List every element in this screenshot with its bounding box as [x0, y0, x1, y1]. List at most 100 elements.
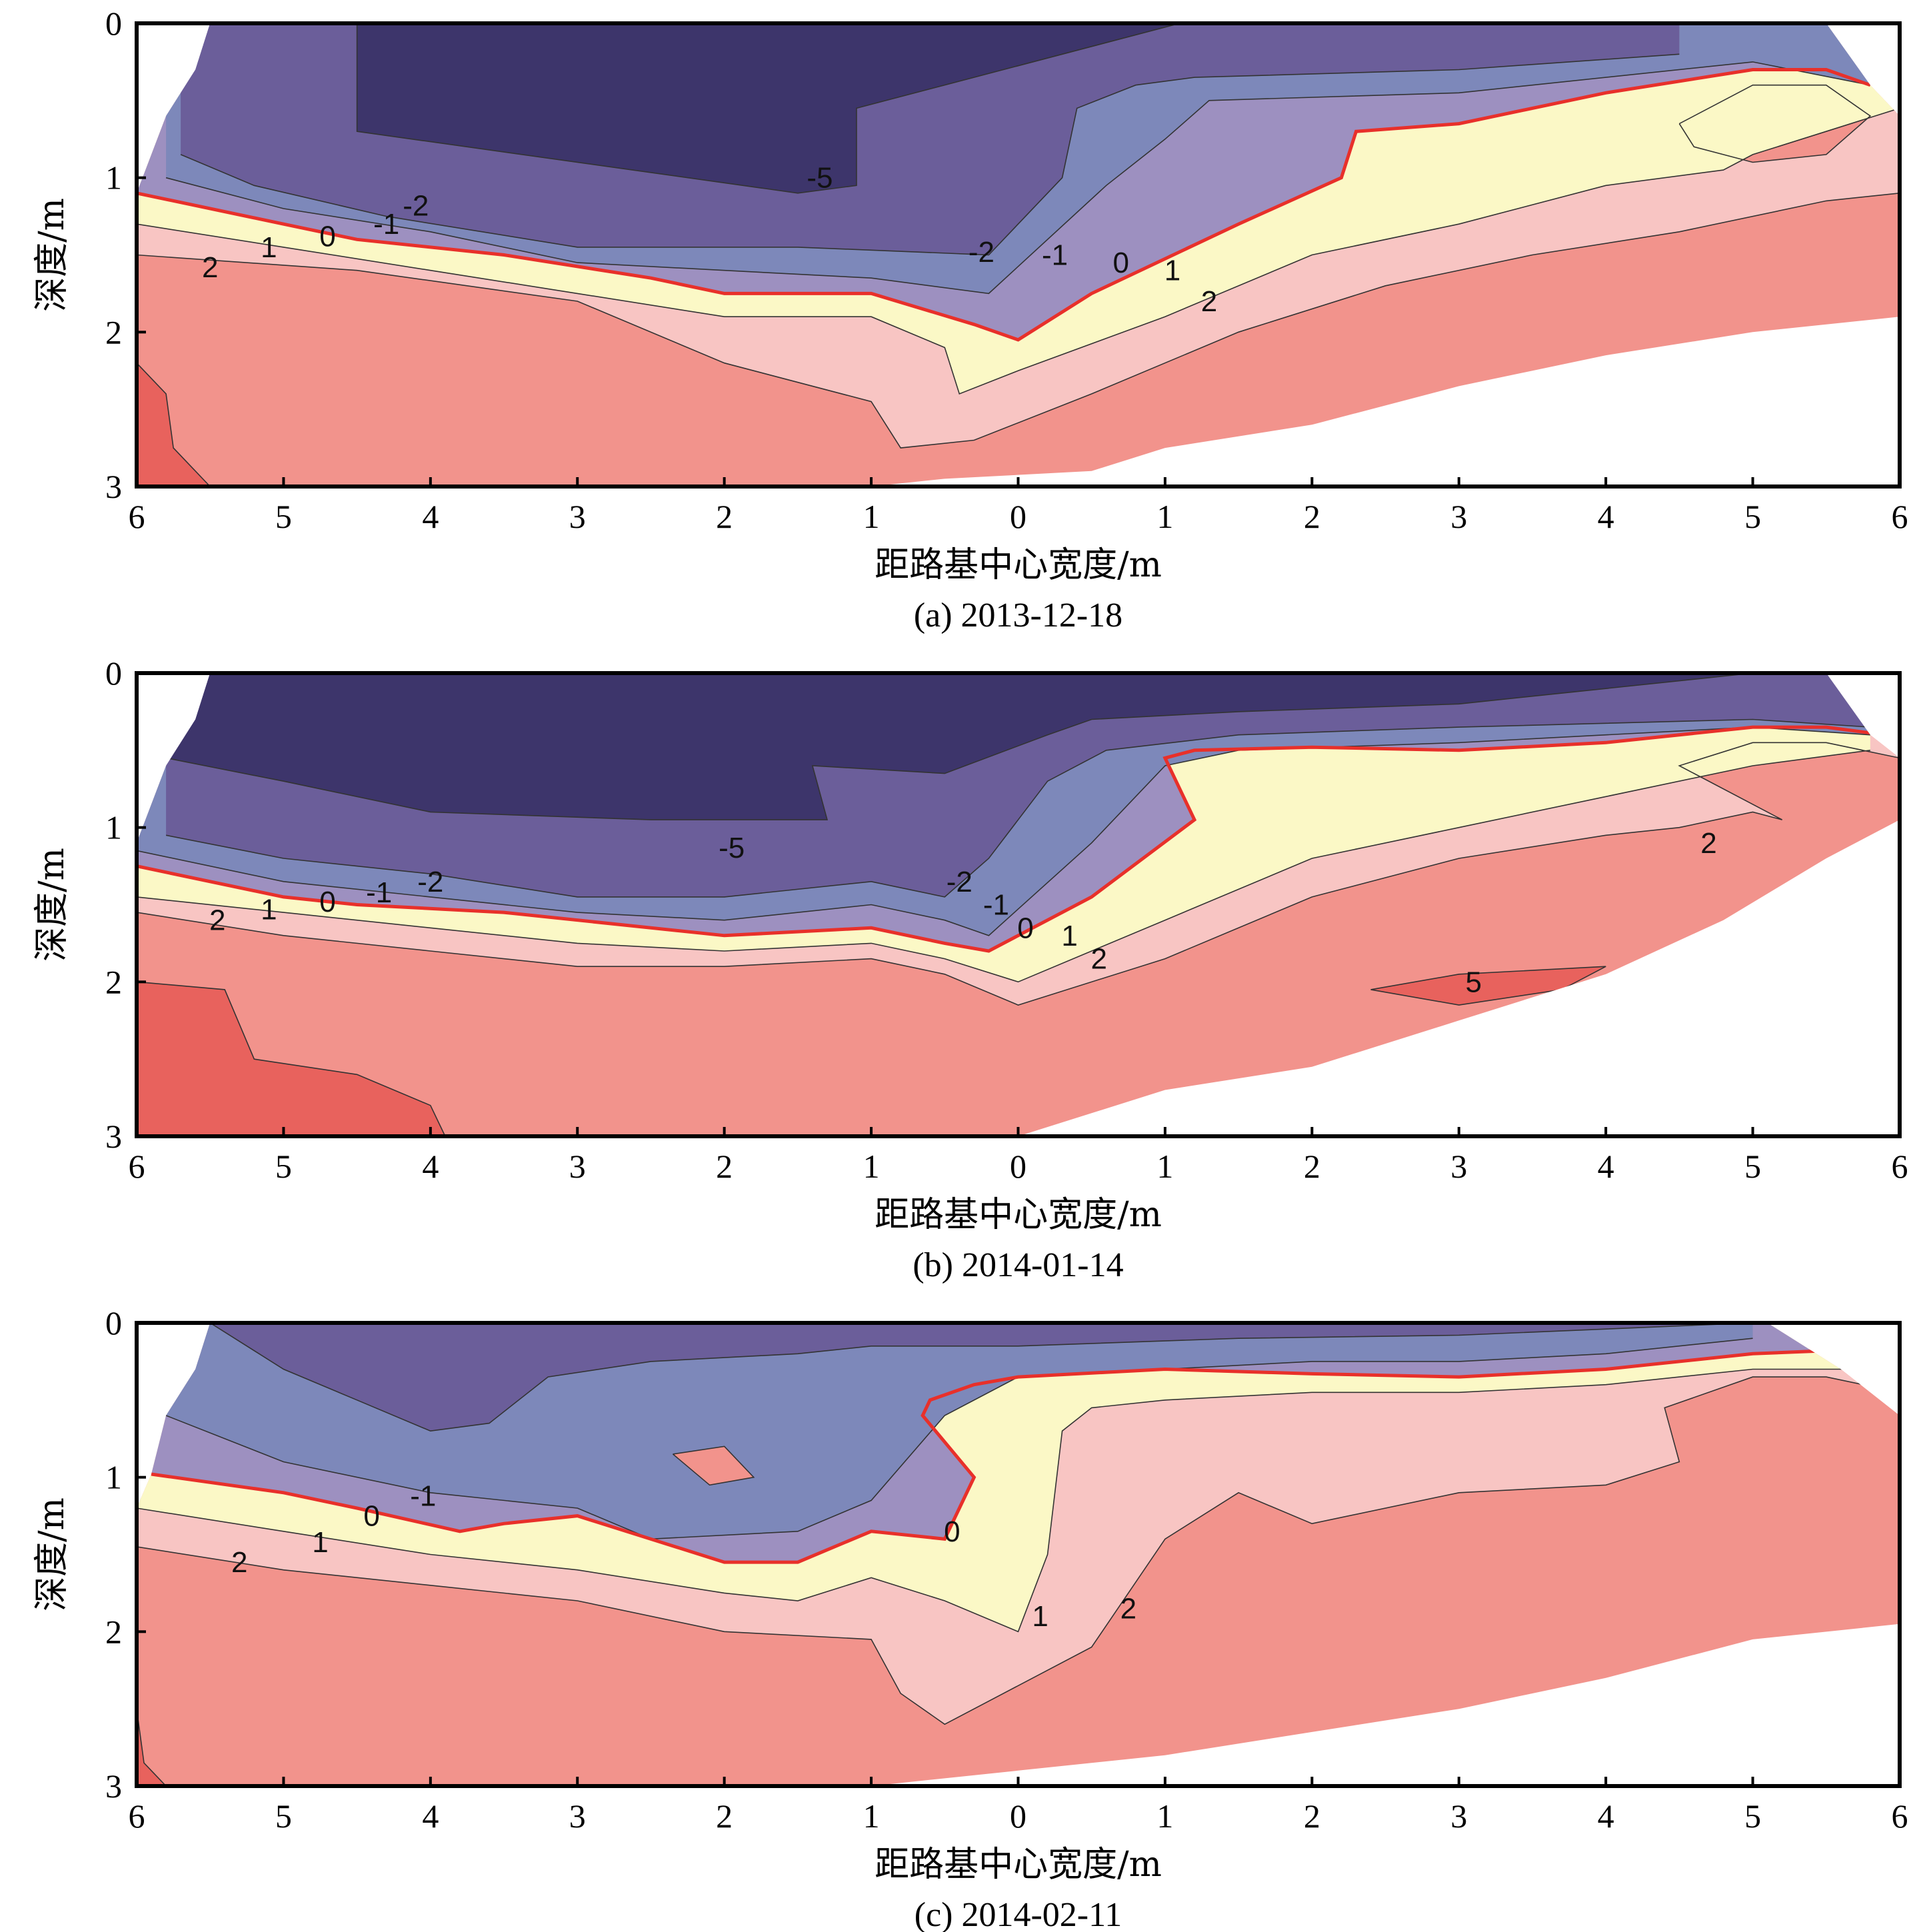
contour-label: 0	[363, 1500, 379, 1533]
contour-label: 0	[319, 221, 335, 253]
x-tick-label: 5	[275, 1148, 292, 1185]
isotherm-1	[137, 107, 1900, 395]
x-tick-label: 6	[1892, 1148, 1908, 1185]
y-tick-label: 0	[105, 654, 122, 692]
contour-label: 0	[1113, 247, 1129, 279]
band--5	[357, 23, 1180, 193]
x-tick-label: 0	[1010, 1797, 1026, 1835]
y-tick-label: 1	[105, 159, 122, 197]
y-tick-label: 0	[105, 1304, 122, 1342]
contour-label: -5	[719, 832, 745, 864]
contour-label: 2	[1090, 943, 1106, 976]
contour-label: 0	[1017, 912, 1033, 944]
contour-label: -1	[366, 876, 392, 909]
x-tick-label: 2	[1304, 1148, 1320, 1185]
x-axis-title: 距路基中心宽度/m	[875, 1195, 1162, 1235]
x-tick-label: 3	[569, 1797, 586, 1835]
y-tick-label: 2	[105, 963, 122, 1000]
isotherm-2	[137, 1376, 1900, 1725]
band--1	[166, 1323, 1753, 1539]
x-tick-label: 6	[1892, 498, 1908, 535]
band-5	[137, 982, 445, 1136]
contour-label: 1	[1032, 1600, 1048, 1633]
x-tick-label: 0	[1010, 1148, 1026, 1185]
panel-caption: (a) 2013-12-18	[914, 596, 1122, 634]
contour-label: -1	[983, 889, 1009, 922]
x-tick-label: 4	[1598, 1797, 1614, 1835]
y-tick-label: 2	[105, 1613, 122, 1650]
isotherm-2	[1678, 84, 1872, 163]
x-tick-label: 2	[1304, 498, 1320, 535]
contour-label: 1	[1061, 920, 1077, 952]
isotherm-2	[137, 742, 1900, 1006]
x-tick-label: 5	[275, 1797, 292, 1835]
y-tick-label: 1	[105, 809, 122, 846]
contour-label: 2	[1201, 285, 1217, 318]
isotherm-5	[1370, 966, 1606, 1006]
zero-isotherm	[137, 68, 1871, 342]
isotherm-1	[137, 1368, 1870, 1633]
isotherm-5	[137, 981, 446, 1136]
x-tick-label: 1	[863, 1148, 880, 1185]
y-axis-title: 深度/m	[32, 1497, 72, 1611]
x-tick-label: 4	[1598, 1148, 1614, 1185]
x-tick-label: 5	[1744, 1797, 1761, 1835]
isotherm-2	[137, 193, 1900, 449]
isotherm--1	[672, 1446, 755, 1486]
x-tick-label: 4	[422, 1148, 439, 1185]
contour-field	[137, 673, 1900, 1136]
x-tick-label: 3	[569, 498, 586, 535]
x-tick-label: 3	[569, 1148, 586, 1185]
panel-caption: (b) 2014-01-14	[913, 1246, 1123, 1284]
contour-field	[137, 23, 1900, 486]
y-axis-title: 深度/m	[32, 198, 72, 312]
isotherm--2	[209, 1323, 1753, 1432]
x-tick-label: 4	[422, 498, 439, 535]
x-tick-label: 5	[1744, 498, 1761, 535]
contour-label: 1	[312, 1526, 328, 1559]
x-tick-label: 2	[716, 1797, 733, 1835]
contour-label: 0	[319, 886, 335, 918]
zero-isotherm	[151, 1349, 1826, 1564]
contour-label: 5	[1466, 966, 1482, 998]
x-tick-label: 1	[1156, 1148, 1173, 1185]
panel-caption: (c) 2014-02-11	[915, 1896, 1122, 1932]
x-tick-label: 3	[1450, 498, 1467, 535]
y-tick-label: 3	[105, 468, 122, 505]
band--5	[166, 673, 1753, 820]
x-axis-title: 距路基中心宽度/m	[875, 545, 1162, 585]
band-5	[1370, 966, 1606, 1006]
isotherm-1	[137, 750, 1871, 983]
x-tick-label: 2	[716, 498, 733, 535]
x-tick-label: 5	[275, 498, 292, 535]
x-tick-label: 4	[422, 1797, 439, 1835]
contour-label: 2	[202, 251, 218, 284]
x-tick-label: 2	[1304, 1797, 1320, 1835]
band-5	[137, 363, 211, 486]
x-tick-label: 0	[1010, 498, 1026, 535]
x-tick-label: 6	[1892, 1797, 1908, 1835]
x-tick-label: 1	[863, 1797, 880, 1835]
x-tick-label: 3	[1450, 1148, 1467, 1185]
isotherm-5	[137, 1709, 167, 1786]
isotherm--1	[137, 726, 1870, 936]
band--2	[210, 1323, 1753, 1432]
y-tick-label: 0	[105, 5, 122, 42]
contour-label: 1	[261, 231, 277, 264]
isotherm-5	[137, 363, 211, 486]
contour-label: 2	[1120, 1593, 1136, 1625]
contour-label: -2	[403, 189, 429, 222]
x-tick-label: 1	[1156, 498, 1173, 535]
contour-label: -2	[968, 236, 994, 269]
x-tick-label: 1	[863, 498, 880, 535]
isotherm--1	[165, 61, 1871, 295]
contour-label: -1	[373, 208, 399, 241]
panel-c: -1 0 1 2 0 1 2 6 5 4 3 2 1 0 1 2 3 4 5 6 0 1 2 3 距路基中心宽度/m 深度/m (c…	[32, 1304, 1908, 1932]
zero-isotherm	[137, 725, 1886, 953]
isotherm--1	[165, 1338, 1753, 1540]
isotherm--5	[165, 673, 1753, 820]
isotherm--2	[180, 53, 1680, 256]
